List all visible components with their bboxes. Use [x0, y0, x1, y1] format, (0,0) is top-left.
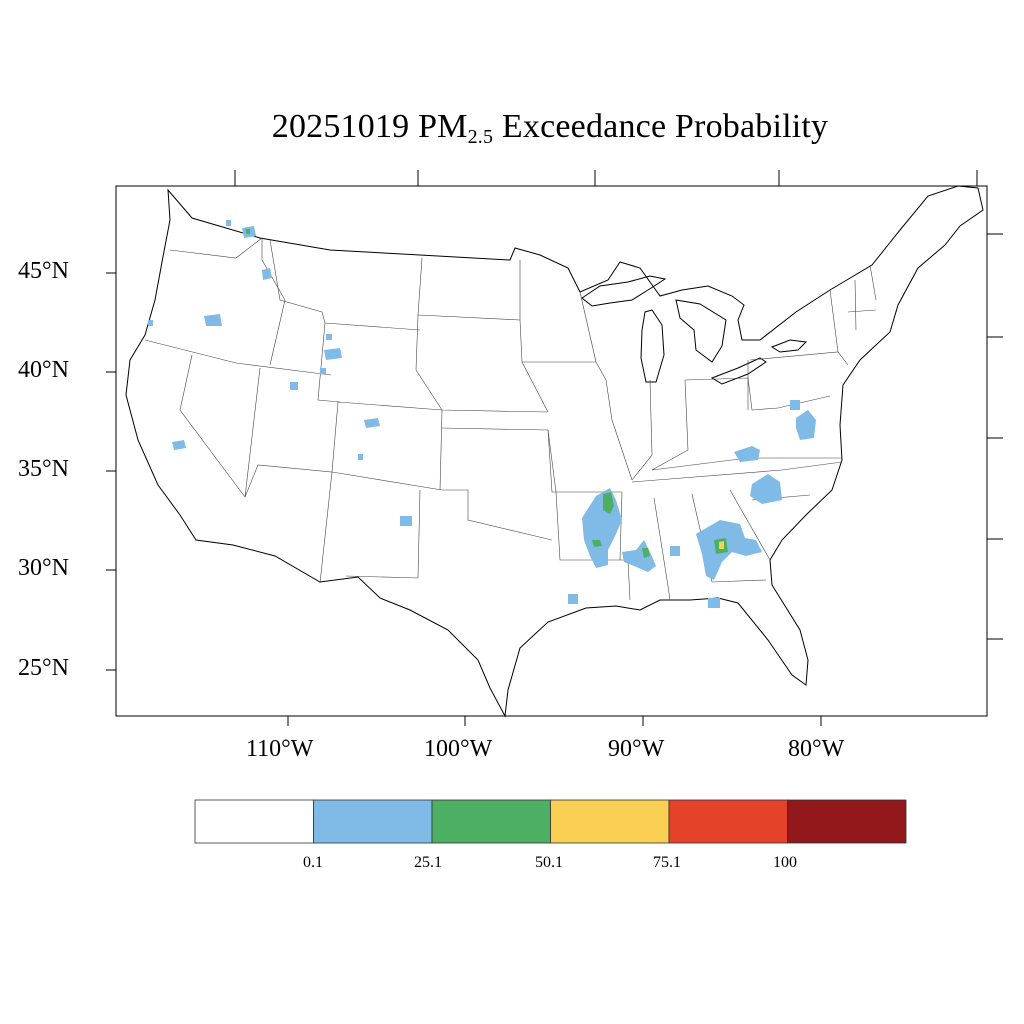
us-outline	[125, 185, 984, 718]
prob-area-nm	[400, 516, 412, 526]
colorbar-tick-label: 50.1	[535, 854, 563, 871]
prob-area-al-ga	[696, 520, 762, 580]
prob-area-md	[790, 400, 800, 410]
lake-erie	[710, 357, 767, 385]
lon-label-80w: 80°W	[788, 736, 845, 762]
prob-area-tn	[734, 446, 760, 462]
prob-area-al-small	[670, 546, 680, 556]
prob-area-va	[796, 410, 816, 440]
colorbar-tick-label: 0.1	[303, 854, 323, 871]
lat-label-40: 40°N	[18, 357, 69, 383]
chart-title: 20251019 PM2.5 Exceedance Probability	[0, 108, 1024, 149]
lake-michigan	[640, 309, 665, 383]
prob-area-or-west	[148, 320, 153, 326]
prob-area-wa-1-green	[246, 229, 250, 234]
prob-area-la-coast	[568, 594, 578, 604]
prob-area-ut	[290, 382, 298, 390]
colorbar-tick-label: 25.1	[414, 854, 442, 871]
prob-area-al-ga-yellow	[719, 541, 724, 549]
prob-area-wa-2	[226, 220, 231, 226]
prob-area-ms-east-green	[642, 548, 650, 558]
prob-area-co	[364, 418, 380, 428]
colorbar-box	[313, 799, 433, 844]
prob-area-id	[262, 268, 272, 280]
lake-superior	[581, 275, 667, 307]
title-species-subscript: 2.5	[467, 126, 494, 148]
colorbar-tick-label: 100	[773, 854, 797, 871]
lat-label-35: 35°N	[18, 456, 69, 482]
lake-huron	[675, 299, 727, 363]
lon-label-90w: 90°W	[608, 736, 665, 762]
prob-area-ms-green-1	[603, 492, 614, 514]
lat-label-25: 25°N	[18, 655, 69, 681]
colorbar-box	[550, 799, 670, 844]
colorbar	[194, 799, 907, 844]
lon-label-100w: 100°W	[424, 736, 493, 762]
prob-area-co-2	[358, 454, 363, 460]
prob-area-wy	[324, 348, 342, 360]
prob-area-ca	[172, 440, 186, 450]
colorbar-box	[431, 799, 551, 844]
prob-area-wy-3	[320, 368, 326, 374]
state-boundaries	[144, 237, 877, 601]
prob-area-or	[204, 314, 222, 326]
lat-label-30: 30°N	[18, 555, 69, 581]
prob-area-fl-panhandle	[708, 598, 720, 608]
axis-ticks	[106, 170, 1003, 726]
colorbar-box	[787, 799, 907, 844]
probability-areas	[148, 220, 816, 608]
colorbar-box	[668, 799, 788, 844]
prob-area-ms-valley	[582, 488, 622, 568]
title-rest: Exceedance Probability	[501, 108, 829, 145]
map-frame	[115, 185, 988, 717]
title-date: 20251019	[271, 108, 410, 145]
colorbar-box	[194, 799, 314, 844]
lat-label-45: 45°N	[18, 258, 69, 284]
prob-area-ms-east	[622, 540, 656, 572]
prob-area-sc	[750, 474, 782, 504]
prob-area-ms-green-2	[592, 540, 602, 547]
colorbar-tick-label: 75.1	[653, 854, 681, 871]
prob-area-wy-2	[326, 334, 332, 340]
lon-label-110w: 110°W	[246, 736, 314, 762]
lake-ontario	[770, 339, 808, 353]
title-species: PM	[418, 108, 468, 145]
